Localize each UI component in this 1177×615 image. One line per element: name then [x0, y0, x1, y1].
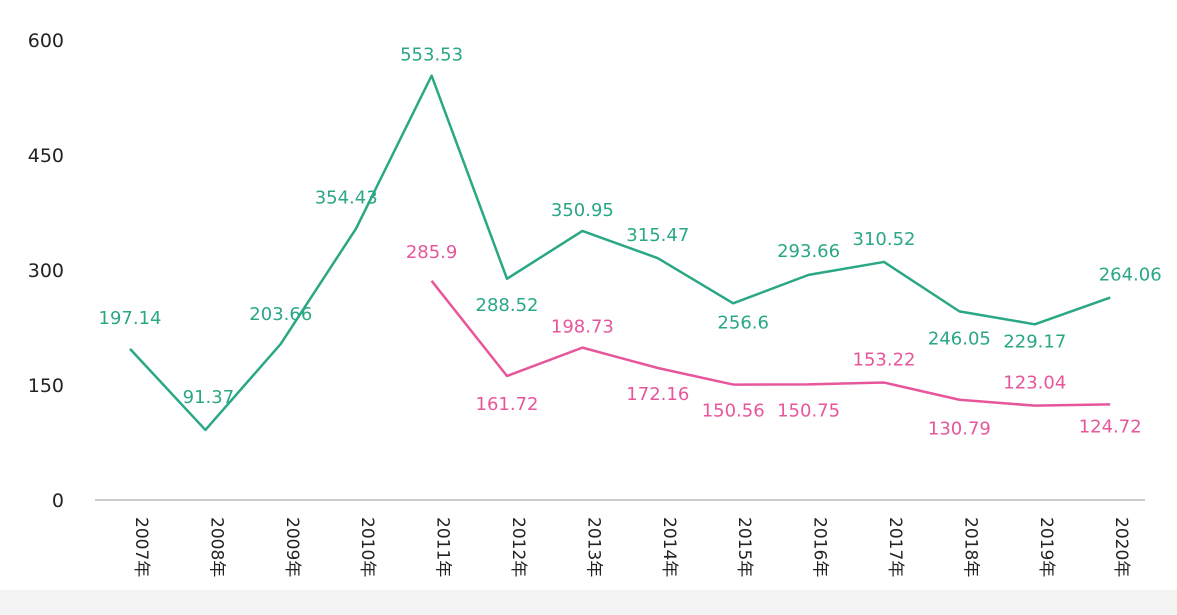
data-label: 123.04: [1003, 373, 1066, 394]
y-tick-label: 450: [28, 145, 64, 167]
x-tick-label: 2020年: [1111, 517, 1131, 577]
data-label: 153.22: [853, 350, 916, 371]
data-label: 310.52: [853, 229, 916, 250]
x-tick-label: 2017年: [885, 517, 905, 577]
x-tick-label: 2016年: [810, 517, 830, 577]
x-tick-label: 2019年: [1036, 517, 1056, 577]
data-labels: 197.14 91.37 203.66 354.43 553.53 288.52 350.9…: [99, 45, 1162, 440]
data-label: 130.79: [928, 419, 991, 440]
data-label: 150.56: [702, 401, 765, 422]
x-tick-label: 2010年: [357, 517, 377, 577]
data-label: 161.72: [476, 394, 539, 415]
data-label: 315.47: [626, 225, 689, 246]
x-tick-label: 2011年: [433, 517, 453, 577]
series-line-0: [129, 74, 1111, 432]
data-label: 350.95: [551, 200, 614, 221]
data-label: 288.52: [476, 295, 539, 316]
bottom-band: [0, 590, 1177, 615]
x-tick-label: 2009年: [282, 517, 302, 577]
data-label: 354.43: [315, 187, 378, 208]
x-tick-label: 2013年: [583, 517, 603, 577]
data-label: 91.37: [183, 387, 235, 408]
x-tick-label: 2007年: [131, 517, 151, 577]
data-label: 172.16: [626, 384, 689, 405]
series-line-1: [430, 280, 1111, 407]
x-tick-label: 2015年: [734, 517, 754, 577]
y-tick-label: 150: [28, 375, 64, 397]
data-label: 553.53: [400, 45, 463, 66]
data-label: 293.66: [777, 241, 840, 262]
data-label: 150.75: [777, 400, 840, 421]
x-tick-label: 2012年: [508, 517, 528, 577]
x-tick-label: 2014年: [659, 517, 679, 577]
x-tick-label: 2018年: [960, 517, 980, 577]
data-label: 229.17: [1003, 331, 1066, 352]
x-tick-label: 2008年: [206, 517, 226, 577]
data-label: 246.05: [928, 328, 991, 349]
y-tick-label: 300: [28, 260, 64, 282]
data-label: 264.06: [1099, 265, 1162, 286]
data-label: 198.73: [551, 317, 614, 338]
series-lines: [129, 74, 1111, 432]
x-axis: 2007年 2008年 2009年 2010年 2011年 2012年 2013年 2014年…: [131, 517, 1131, 577]
data-label: 203.66: [249, 304, 312, 325]
y-axis: 0 150 300 450 600: [28, 30, 64, 512]
y-tick-label: 600: [28, 30, 64, 52]
y-tick-label: 0: [52, 490, 64, 512]
data-label: 256.6: [717, 312, 769, 333]
data-label: 124.72: [1079, 416, 1142, 437]
data-label: 197.14: [99, 308, 162, 329]
data-label: 285.9: [406, 242, 458, 263]
